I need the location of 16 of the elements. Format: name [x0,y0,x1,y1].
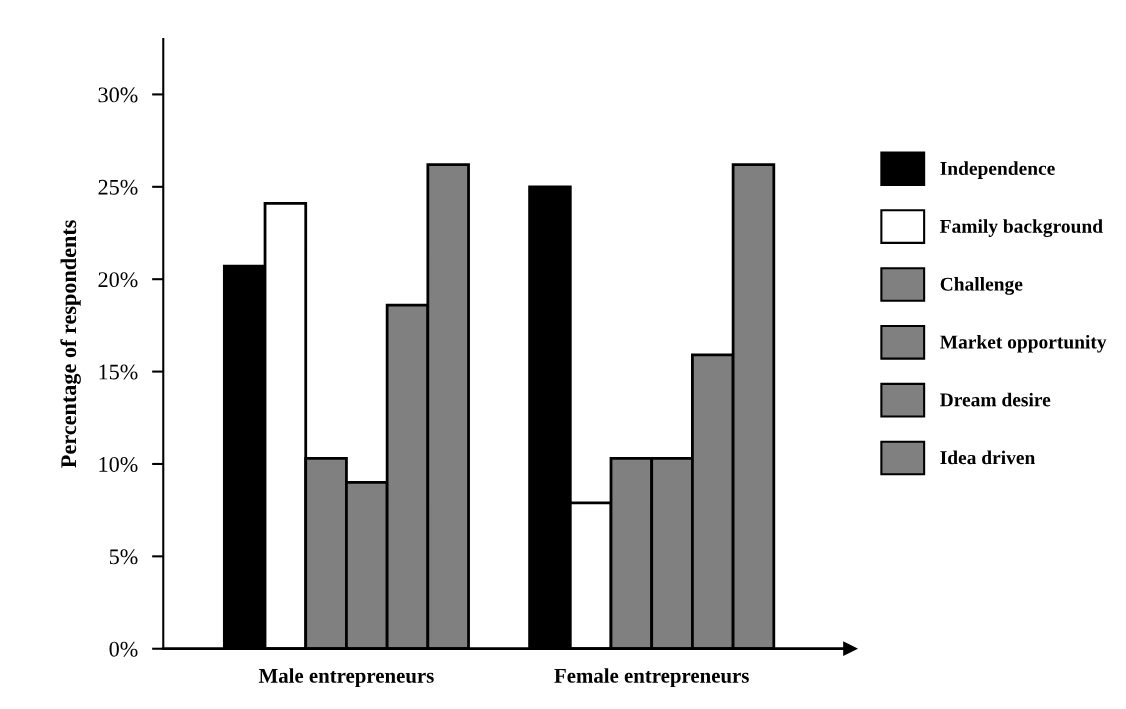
y-tick-label: 10% [99,456,138,472]
legend-label: Idea driven [940,450,1036,465]
y-tick-label: 25% [98,179,138,195]
x-tick-label: Female entrepreneurs [554,668,749,688]
legend-label: Independence [940,161,1055,179]
legend-label: Challenge [940,277,1023,295]
x-tick-label: Male entrepreneurs [258,668,434,688]
legend-label: Market opportunity [940,334,1107,353]
y-tick-label: 20% [98,272,138,288]
y-tick-label: 15% [99,364,138,380]
y-tick-label: 30% [98,87,138,103]
legend-label: Family background [940,219,1103,237]
legend-label: Dream desire [940,392,1051,407]
y-tick-label: 5% [109,549,138,565]
y-tick-label: 0% [109,641,138,657]
y-axis-title: Percentage of respondents [60,220,81,468]
